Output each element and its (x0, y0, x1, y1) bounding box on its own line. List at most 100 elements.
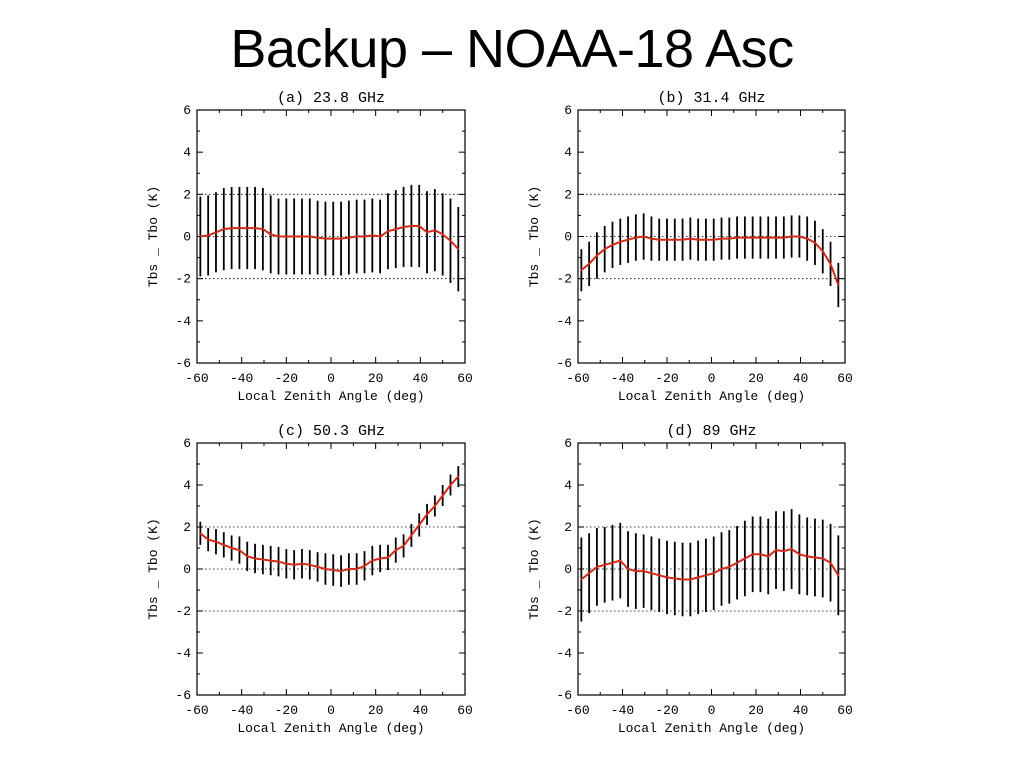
data-point (426, 513, 428, 516)
data-point (402, 545, 405, 547)
y-tick-label: -2 (175, 272, 191, 287)
data-point (262, 558, 264, 561)
data-point (635, 236, 637, 239)
x-tick-label: -60 (566, 703, 589, 718)
x-tick-label: 0 (708, 371, 716, 386)
data-point (199, 235, 202, 238)
data-point (759, 236, 762, 239)
data-point (246, 227, 249, 229)
y-tick-label: 4 (183, 478, 191, 493)
data-point (230, 547, 233, 549)
panel-title: (d) 89 GHz (666, 423, 756, 440)
x-tick-label: 0 (327, 371, 335, 386)
data-point (775, 236, 777, 239)
data-point (207, 538, 209, 541)
x-tick-label: 20 (748, 371, 764, 386)
data-point (293, 235, 295, 238)
x-tick-label: 0 (327, 703, 335, 718)
data-point (635, 570, 637, 572)
y-tick-label: 6 (564, 436, 572, 451)
data-point (783, 236, 785, 239)
data-point (814, 242, 816, 244)
data-point (681, 578, 684, 581)
x-tick-label: 20 (368, 371, 384, 386)
data-point (379, 235, 381, 238)
mean-line (199, 475, 460, 573)
slide-title: Backup – NOAA-18 Asc (230, 19, 794, 79)
data-point (449, 484, 452, 486)
data-point (736, 561, 738, 564)
data-point (285, 562, 288, 565)
data-point (666, 576, 668, 579)
data-point (332, 569, 335, 571)
data-point (262, 228, 264, 230)
data-point (238, 549, 241, 551)
data-point (348, 568, 350, 570)
data-point (611, 561, 614, 564)
data-point (751, 553, 754, 556)
data-point (673, 577, 676, 580)
data-point (689, 237, 692, 240)
data-point (806, 555, 808, 558)
x-tick-label: -40 (611, 371, 634, 386)
data-point (316, 566, 319, 568)
data-point (402, 226, 405, 228)
x-tick-label: 20 (748, 703, 764, 718)
y-tick-label: 2 (564, 520, 572, 535)
data-point (457, 475, 460, 478)
data-point (642, 235, 645, 238)
data-point (580, 578, 583, 581)
data-point (588, 263, 590, 265)
data-point (340, 570, 342, 572)
x-tick-label: 60 (457, 703, 473, 718)
y-tick-label: 2 (564, 187, 572, 202)
x-tick-label: 40 (413, 703, 429, 718)
data-point (449, 239, 452, 242)
data-point (712, 572, 715, 574)
data-point (426, 231, 428, 234)
y-tick-label: -2 (556, 604, 572, 619)
y-tick-label: 2 (183, 187, 191, 202)
y-tick-label: 6 (183, 103, 191, 118)
x-axis-label: Local Zenith Angle (deg) (237, 721, 424, 736)
x-tick-label: 60 (837, 703, 853, 718)
x-tick-label: -60 (185, 371, 208, 386)
data-point (394, 549, 397, 551)
data-point (269, 559, 272, 562)
data-point (728, 566, 731, 568)
x-tick-label: 20 (368, 703, 384, 718)
data-point (627, 238, 629, 241)
data-point (806, 237, 808, 240)
panel-title: (b) 31.4 GHz (657, 90, 765, 107)
x-tick-label: -40 (230, 371, 253, 386)
data-point (371, 234, 374, 237)
y-tick-label: -6 (175, 356, 191, 371)
data-point (301, 562, 303, 565)
data-point (254, 227, 256, 229)
x-tick-label: 40 (413, 371, 429, 386)
x-tick-label: 60 (457, 371, 473, 386)
data-point (324, 568, 327, 570)
data-point (418, 225, 421, 227)
data-point (759, 553, 762, 556)
data-point (363, 565, 366, 567)
data-point (355, 568, 358, 570)
data-point (596, 254, 598, 257)
x-tick-label: 40 (793, 703, 809, 718)
data-point (736, 236, 738, 239)
data-point (410, 225, 413, 227)
data-point (720, 237, 723, 240)
data-point (387, 556, 389, 559)
data-point (611, 244, 614, 246)
mean-line (580, 547, 840, 581)
data-point (798, 553, 801, 556)
y-tick-label: 0 (183, 562, 191, 577)
y-axis-label: Tbs _ Tbo (K) (527, 518, 542, 619)
data-point (355, 235, 358, 238)
data-point (744, 557, 746, 560)
panel-title: (a) 23.8 GHz (277, 90, 385, 107)
y-tick-label: -4 (175, 314, 191, 329)
data-point (790, 548, 793, 550)
